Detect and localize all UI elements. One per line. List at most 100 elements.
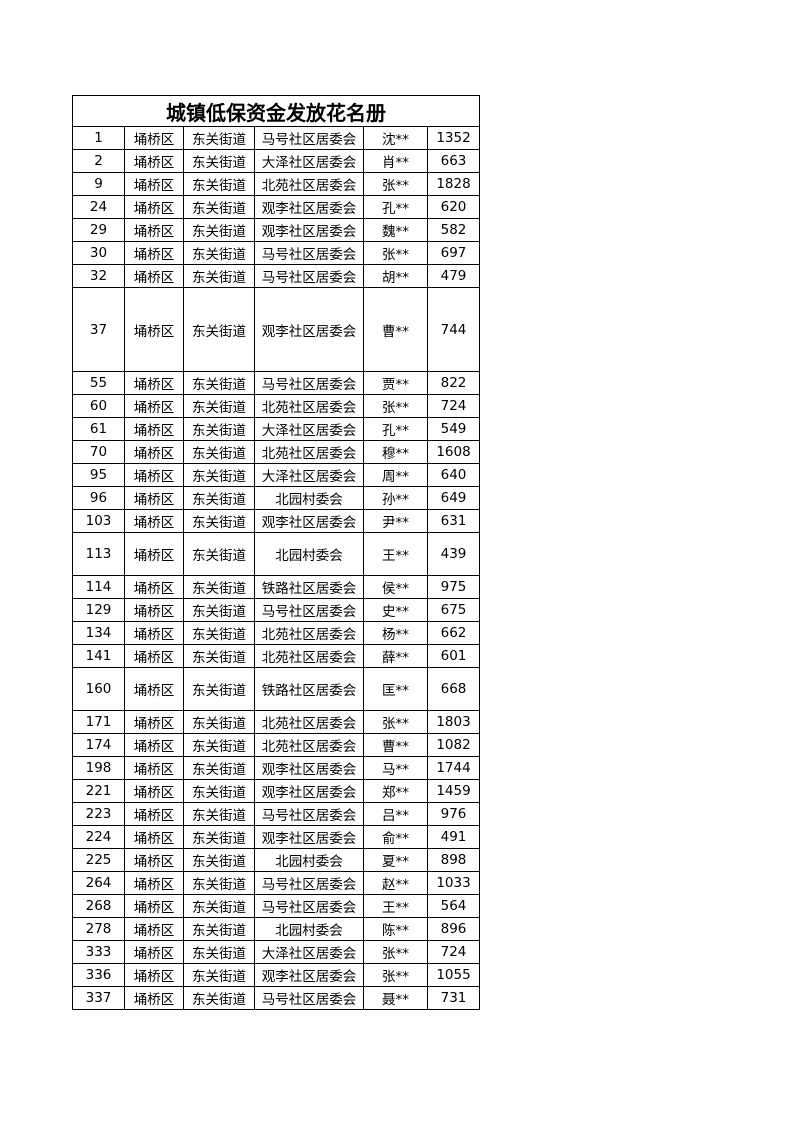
recipient-name-cell: 周** xyxy=(363,463,428,487)
subdistrict-cell: 东关街道 xyxy=(183,825,255,849)
community-cell: 马号社区居委会 xyxy=(254,264,364,288)
community-cell: 大泽社区居委会 xyxy=(254,417,364,441)
district-cell: 埇桥区 xyxy=(124,986,184,1010)
district-cell: 埇桥区 xyxy=(124,871,184,895)
recipient-name-cell: 孙** xyxy=(363,486,428,510)
amount-cell: 724 xyxy=(426,940,481,964)
amount-cell: 631 xyxy=(426,509,481,533)
subdistrict-cell: 东关街道 xyxy=(183,986,255,1010)
table-row: 55 埇桥区 东关街道 马号社区居委会 贾** 822 xyxy=(72,371,481,395)
community-cell: 观李社区居委会 xyxy=(254,287,364,372)
table-row: 278 埇桥区 东关街道 北园村委会 陈** 896 xyxy=(72,917,481,941)
district-cell: 埇桥区 xyxy=(124,575,184,599)
community-cell: 北园村委会 xyxy=(254,532,364,576)
subdistrict-cell: 东关街道 xyxy=(183,802,255,826)
district-cell: 埇桥区 xyxy=(124,509,184,533)
row-number-cell: 95 xyxy=(72,463,125,487)
table-row: 70 埇桥区 东关街道 北苑社区居委会 穆** 1608 xyxy=(72,440,481,464)
row-number-cell: 30 xyxy=(72,241,125,265)
table-row: 225 埇桥区 东关街道 北园村委会 夏** 898 xyxy=(72,848,481,872)
table-title: 城镇低保资金发放花名册 xyxy=(71,95,481,127)
table-row: 103 埇桥区 东关街道 观李社区居委会 尹** 631 xyxy=(72,509,481,533)
row-number-cell: 113 xyxy=(72,532,125,576)
recipient-name-cell: 杨** xyxy=(363,621,428,645)
row-number-cell: 134 xyxy=(72,621,125,645)
district-cell: 埇桥区 xyxy=(124,733,184,757)
table-row: 113 埇桥区 东关街道 北园村委会 王** 439 xyxy=(72,532,481,576)
community-cell: 北苑社区居委会 xyxy=(254,710,364,734)
subdistrict-cell: 东关街道 xyxy=(183,371,255,395)
row-number-cell: 61 xyxy=(72,417,125,441)
district-cell: 埇桥区 xyxy=(124,463,184,487)
recipient-name-cell: 沈** xyxy=(363,126,428,150)
recipient-name-cell: 张** xyxy=(363,172,428,196)
recipient-name-cell: 赵** xyxy=(363,871,428,895)
table-row: 2 埇桥区 东关街道 大泽社区居委会 肖** 663 xyxy=(72,149,481,173)
recipient-name-cell: 孔** xyxy=(363,195,428,219)
recipient-name-cell: 张** xyxy=(363,940,428,964)
amount-cell: 1828 xyxy=(426,172,481,196)
table-row: 61 埇桥区 东关街道 大泽社区居委会 孔** 549 xyxy=(72,417,481,441)
row-number-cell: 268 xyxy=(72,894,125,918)
recipient-name-cell: 吕** xyxy=(363,802,428,826)
subdistrict-cell: 东关街道 xyxy=(183,195,255,219)
community-cell: 大泽社区居委会 xyxy=(254,940,364,964)
row-number-cell: 103 xyxy=(72,509,125,533)
row-number-cell: 129 xyxy=(72,598,125,622)
subdistrict-cell: 东关街道 xyxy=(183,486,255,510)
district-cell: 埇桥区 xyxy=(124,287,184,372)
recipient-name-cell: 肖** xyxy=(363,149,428,173)
row-number-cell: 333 xyxy=(72,940,125,964)
amount-cell: 649 xyxy=(426,486,481,510)
table-row: 60 埇桥区 东关街道 北苑社区居委会 张** 724 xyxy=(72,394,481,418)
recipient-name-cell: 薛** xyxy=(363,644,428,668)
row-number-cell: 114 xyxy=(72,575,125,599)
district-cell: 埇桥区 xyxy=(124,371,184,395)
recipient-name-cell: 胡** xyxy=(363,264,428,288)
community-cell: 马号社区居委会 xyxy=(254,598,364,622)
community-cell: 北园村委会 xyxy=(254,917,364,941)
table-row: 114 埇桥区 东关街道 铁路社区居委会 侯** 975 xyxy=(72,575,481,599)
amount-cell: 975 xyxy=(426,575,481,599)
row-number-cell: 337 xyxy=(72,986,125,1010)
subdistrict-cell: 东关街道 xyxy=(183,417,255,441)
subdistrict-cell: 东关街道 xyxy=(183,963,255,987)
amount-cell: 479 xyxy=(426,264,481,288)
table-row: 160 埇桥区 东关街道 铁路社区居委会 匡** 668 xyxy=(72,667,481,711)
community-cell: 观李社区居委会 xyxy=(254,963,364,987)
subdistrict-cell: 东关街道 xyxy=(183,756,255,780)
table-row: 337 埇桥区 东关街道 马号社区居委会 聂** 731 xyxy=(72,986,481,1010)
table-row: 223 埇桥区 东关街道 马号社区居委会 吕** 976 xyxy=(72,802,481,826)
district-cell: 埇桥区 xyxy=(124,598,184,622)
subdistrict-cell: 东关街道 xyxy=(183,894,255,918)
recipient-name-cell: 曹** xyxy=(363,733,428,757)
district-cell: 埇桥区 xyxy=(124,126,184,150)
community-cell: 北苑社区居委会 xyxy=(254,644,364,668)
row-number-cell: 198 xyxy=(72,756,125,780)
community-cell: 北苑社区居委会 xyxy=(254,621,364,645)
subdistrict-cell: 东关街道 xyxy=(183,940,255,964)
recipient-name-cell: 史** xyxy=(363,598,428,622)
table-row: 37 埇桥区 东关街道 观李社区居委会 曹** 744 xyxy=(72,287,481,372)
community-cell: 观李社区居委会 xyxy=(254,195,364,219)
title-row: 城镇低保资金发放花名册 xyxy=(71,95,481,127)
subdistrict-cell: 东关街道 xyxy=(183,532,255,576)
amount-cell: 564 xyxy=(426,894,481,918)
district-cell: 埇桥区 xyxy=(124,848,184,872)
table-row: 1 埇桥区 东关街道 马号社区居委会 沈** 1352 xyxy=(72,126,481,150)
amount-cell: 976 xyxy=(426,802,481,826)
community-cell: 马号社区居委会 xyxy=(254,986,364,1010)
table-row: 129 埇桥区 东关街道 马号社区居委会 史** 675 xyxy=(72,598,481,622)
amount-cell: 663 xyxy=(426,149,481,173)
recipient-name-cell: 张** xyxy=(363,710,428,734)
district-cell: 埇桥区 xyxy=(124,825,184,849)
amount-cell: 439 xyxy=(426,532,481,576)
row-number-cell: 278 xyxy=(72,917,125,941)
recipient-name-cell: 孔** xyxy=(363,417,428,441)
table-row: 30 埇桥区 东关街道 马号社区居委会 张** 697 xyxy=(72,241,481,265)
recipient-name-cell: 魏** xyxy=(363,218,428,242)
amount-cell: 1352 xyxy=(426,126,481,150)
subdistrict-cell: 东关街道 xyxy=(183,779,255,803)
district-cell: 埇桥区 xyxy=(124,532,184,576)
subdistrict-cell: 东关街道 xyxy=(183,126,255,150)
